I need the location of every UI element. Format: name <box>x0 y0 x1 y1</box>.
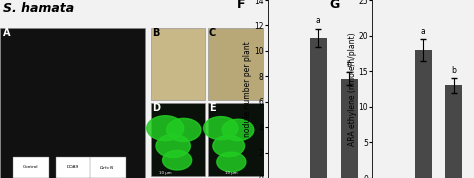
Bar <box>151 28 205 100</box>
Text: DOA9: DOA9 <box>66 165 79 169</box>
Text: B: B <box>152 28 159 38</box>
Text: F: F <box>237 0 246 11</box>
Bar <box>446 85 463 178</box>
Text: G: G <box>329 0 340 11</box>
Bar <box>310 38 327 178</box>
Circle shape <box>166 118 201 142</box>
Text: 10 µm: 10 µm <box>159 171 172 175</box>
Y-axis label: ARA ethylene (nmole/h/plant): ARA ethylene (nmole/h/plant) <box>348 32 357 146</box>
Text: S. hamata: S. hamata <box>3 2 74 15</box>
Text: a: a <box>421 27 426 36</box>
Text: b: b <box>346 60 352 69</box>
Bar <box>151 103 205 176</box>
Text: b: b <box>452 66 456 75</box>
Text: $\Omega$$rhcN$: $\Omega$$rhcN$ <box>100 164 115 171</box>
Text: A: A <box>3 28 10 38</box>
Text: Control: Control <box>23 165 38 169</box>
Bar <box>208 28 264 100</box>
Circle shape <box>222 119 254 141</box>
Text: 10 µm: 10 µm <box>225 171 237 175</box>
Text: C: C <box>209 28 216 38</box>
Circle shape <box>203 117 238 140</box>
Bar <box>0 28 146 178</box>
Circle shape <box>163 150 191 170</box>
Bar <box>13 157 49 178</box>
Circle shape <box>156 134 191 158</box>
Circle shape <box>217 152 246 172</box>
Text: E: E <box>209 103 216 113</box>
Bar <box>90 157 126 178</box>
Bar <box>208 103 264 176</box>
Y-axis label: nodule number per plant: nodule number per plant <box>243 41 252 137</box>
Circle shape <box>147 116 184 141</box>
Text: D: D <box>152 103 160 113</box>
Circle shape <box>213 135 245 157</box>
Bar <box>341 79 358 178</box>
Bar <box>415 50 432 178</box>
Bar <box>55 157 91 178</box>
Text: a: a <box>316 16 321 25</box>
